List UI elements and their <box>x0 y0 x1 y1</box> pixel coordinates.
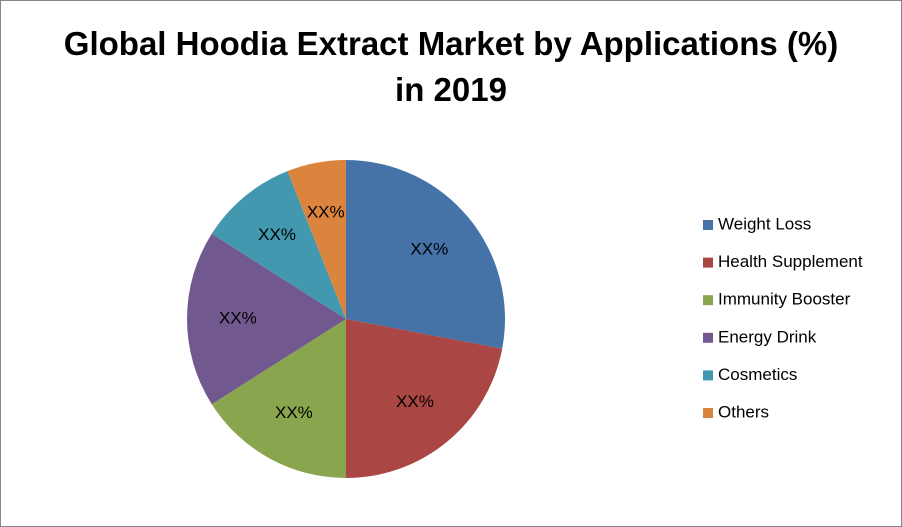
pie-slice <box>346 319 503 478</box>
pie-slice <box>211 171 346 319</box>
legend-swatch <box>703 332 713 343</box>
legend-label: Health Supplement <box>718 252 863 271</box>
chart-title: Global Hoodia Extract Market by Applicat… <box>63 25 839 108</box>
slice-label: XX% <box>275 403 313 422</box>
legend-label: Immunity Booster <box>718 290 851 309</box>
legend-swatch <box>703 295 713 306</box>
pie-slice <box>346 160 506 349</box>
pie-slice <box>211 319 346 478</box>
legend-label: Others <box>718 402 769 421</box>
legend-label: Energy Drink <box>718 327 817 346</box>
legend-swatch <box>703 257 713 268</box>
slice-label: XX% <box>258 225 296 244</box>
slice-label: XX% <box>307 202 345 221</box>
legend-swatch <box>703 370 713 381</box>
legend-swatch <box>703 408 713 418</box>
slice-label: XX% <box>396 392 434 411</box>
slice-label: XX% <box>219 308 257 327</box>
pie-slice <box>187 233 346 405</box>
legend-swatch <box>703 220 713 230</box>
legend-label: Weight Loss <box>718 214 811 233</box>
legend-label: Cosmetics <box>718 365 797 384</box>
slice-label: XX% <box>410 240 448 259</box>
pie-slice <box>287 160 346 319</box>
